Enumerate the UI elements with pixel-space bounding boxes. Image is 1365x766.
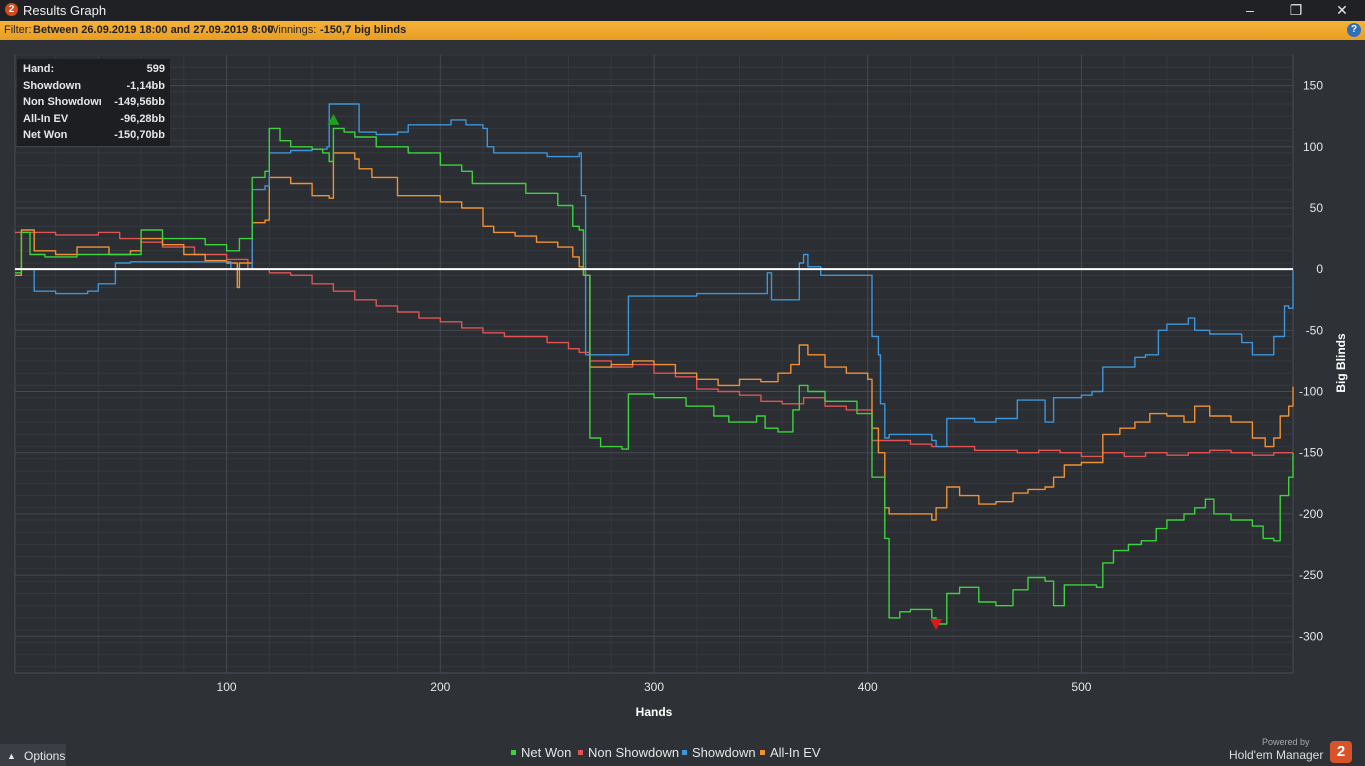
min-marker: [930, 619, 943, 631]
info-key: All-In EV: [23, 113, 69, 125]
y-tick-label: -50: [1306, 323, 1324, 337]
info-key: Net Won: [23, 129, 68, 141]
major-grid: [15, 55, 1293, 673]
brand-name: Hold'em Manager: [1229, 748, 1324, 762]
restore-icon[interactable]: ❐: [1289, 2, 1303, 18]
y-tick-label: 150: [1303, 79, 1323, 93]
y-tick-label: -100: [1299, 385, 1323, 399]
max-marker: [327, 113, 340, 125]
series-layer: [15, 103, 1294, 631]
winnings-value: -150,7 big blinds: [320, 24, 407, 36]
options-button[interactable]: ▲ Options: [0, 744, 66, 766]
info-value: 599: [146, 63, 165, 75]
app-logo-icon: 2: [5, 3, 18, 16]
legend-item-non-showdown[interactable]: Non Showdown: [578, 745, 679, 760]
close-icon[interactable]: ✕: [1336, 2, 1348, 18]
y-tick-label: -200: [1299, 507, 1323, 521]
series-line-net-won[interactable]: [15, 127, 1294, 625]
legend-item-net-won[interactable]: Net Won: [511, 745, 571, 760]
legend-swatch: [682, 750, 687, 755]
info-key: Hand:: [23, 63, 55, 75]
y-tick-label: -300: [1299, 629, 1323, 643]
options-label: Options: [24, 749, 66, 763]
legend-label: Showdown: [692, 745, 756, 760]
y-tick-label: 50: [1310, 201, 1324, 215]
y-tick-label: 0: [1316, 262, 1323, 276]
window-title: Results Graph: [23, 3, 107, 18]
x-tick-label: 200: [430, 680, 450, 694]
title-bar: 2 Results Graph – ❐ ✕: [0, 0, 1365, 21]
y-tick-label: -250: [1299, 568, 1323, 582]
filter-label: Filter:: [4, 24, 32, 36]
legend-label: Non Showdown: [588, 745, 680, 760]
minimize-icon[interactable]: –: [1246, 2, 1254, 18]
y-axis-label: Big Blinds: [1334, 333, 1348, 393]
info-row-showdown: Showdown -1,14bb: [23, 80, 165, 96]
info-row-all-in-ev: All-In EV -96,28bb: [23, 113, 165, 129]
legend-swatch: [511, 750, 516, 755]
info-key: Non Showdown: [23, 96, 101, 108]
legend-item-showdown[interactable]: Showdown: [682, 745, 756, 760]
y-tick-label: -150: [1299, 446, 1323, 460]
filter-range: Between 26.09.2019 18:00 and 27.09.2019 …: [33, 24, 274, 36]
legend-swatch: [760, 750, 765, 755]
hm-logo-icon: 2: [1330, 741, 1352, 763]
legend-item-all-in-ev[interactable]: All-In EV: [760, 745, 821, 760]
x-tick-label: 100: [217, 680, 237, 694]
info-value: -1,14bb: [126, 80, 165, 92]
legend-label: All-In EV: [770, 745, 821, 760]
legend-label: Net Won: [521, 745, 572, 760]
hand-info-box: Hand: 599 Showdown -1,14bb Non Showdown …: [17, 59, 170, 146]
powered-by-text: Powered by: [1262, 737, 1310, 747]
legend-swatch: [578, 750, 583, 755]
series-line-showdown[interactable]: [15, 103, 1294, 448]
info-row-hand: Hand: 599: [23, 63, 165, 79]
info-value: -150,70bb: [114, 129, 165, 141]
chevron-up-icon: ▲: [7, 751, 16, 761]
series-line-all-in-ev[interactable]: [15, 152, 1294, 521]
winnings-label: Winnings:: [268, 24, 317, 36]
x-tick-label: 300: [644, 680, 664, 694]
x-axis-label: Hands: [636, 705, 673, 719]
info-row-net-won: Net Won -150,70bb: [23, 129, 165, 145]
chart-legend: Net Won Non Showdown Showdown All-In EV: [0, 745, 1365, 763]
info-value: -149,56bb: [114, 96, 165, 108]
x-tick-label: 500: [1071, 680, 1091, 694]
info-key: Showdown: [23, 80, 82, 92]
y-tick-label: 100: [1303, 140, 1323, 154]
x-tick-label: 400: [858, 680, 878, 694]
help-icon[interactable]: ?: [1347, 23, 1361, 37]
info-row-non-showdown: Non Showdown -149,56bb: [23, 96, 165, 112]
filter-bar: Filter: Between 26.09.2019 18:00 and 27.…: [0, 21, 1365, 40]
info-value: -96,28bb: [120, 113, 165, 125]
